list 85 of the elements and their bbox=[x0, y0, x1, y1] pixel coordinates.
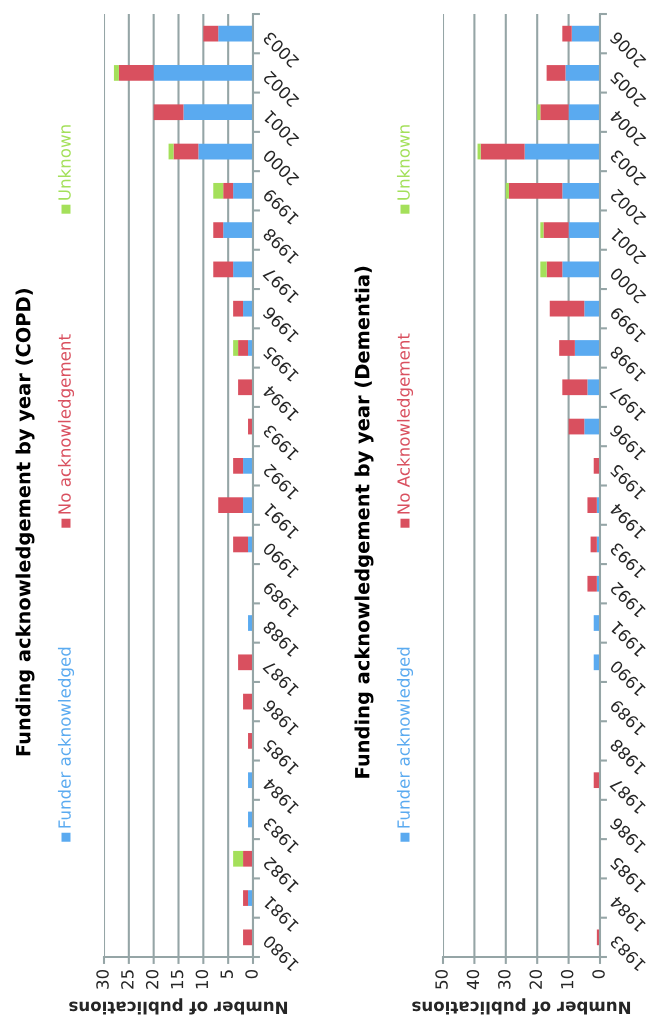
bar bbox=[587, 575, 597, 592]
x-tick-label: 15 bbox=[170, 970, 184, 989]
bar bbox=[173, 143, 199, 160]
text: No Acknowledgement bbox=[396, 333, 414, 514]
bar bbox=[524, 143, 600, 160]
bar bbox=[562, 261, 600, 278]
x-tick-label: 30 bbox=[498, 969, 511, 989]
bar bbox=[587, 379, 600, 396]
text: Unknown bbox=[396, 125, 410, 200]
bar bbox=[233, 300, 244, 317]
bar bbox=[584, 300, 600, 317]
bar bbox=[549, 300, 585, 317]
bar bbox=[565, 65, 600, 81]
bar bbox=[168, 143, 174, 160]
bar bbox=[243, 497, 253, 513]
bar bbox=[559, 340, 575, 356]
bar bbox=[546, 261, 563, 278]
text: Funding acknowledgement by year (Dementia) bbox=[354, 266, 374, 778]
text: Funder acknowledged bbox=[57, 647, 75, 828]
bar bbox=[568, 222, 600, 238]
bar bbox=[233, 340, 239, 356]
bar bbox=[540, 104, 569, 121]
bar bbox=[543, 222, 569, 238]
x-tick-label: 0 bbox=[592, 969, 605, 979]
x-tick-label: 20 bbox=[529, 969, 543, 989]
bar bbox=[218, 497, 244, 513]
bar bbox=[568, 104, 600, 121]
bar bbox=[480, 143, 525, 160]
bar bbox=[508, 182, 563, 199]
bar bbox=[203, 25, 219, 42]
x-tick-label: 50 bbox=[435, 969, 448, 989]
bar bbox=[477, 143, 481, 160]
x-tick-label: 25 bbox=[121, 970, 134, 989]
x-axis-title: Number of publications bbox=[69, 998, 288, 1015]
bar bbox=[233, 182, 253, 199]
bar bbox=[213, 261, 234, 278]
text: Unknown bbox=[57, 125, 71, 200]
x-tick-label: 5 bbox=[220, 970, 233, 979]
bar bbox=[243, 300, 253, 317]
bar bbox=[238, 379, 253, 396]
bar bbox=[243, 890, 249, 906]
bar bbox=[587, 497, 597, 513]
bar bbox=[243, 850, 253, 867]
bar bbox=[584, 418, 600, 435]
bar bbox=[118, 65, 154, 81]
bar bbox=[233, 458, 244, 474]
bar bbox=[546, 65, 566, 81]
bar bbox=[213, 182, 224, 199]
bar bbox=[571, 25, 600, 42]
bar bbox=[574, 340, 600, 356]
bar bbox=[243, 929, 253, 946]
bar bbox=[243, 458, 253, 474]
bar bbox=[238, 340, 249, 356]
bar bbox=[153, 104, 184, 121]
x-axis-title: Number of publications bbox=[412, 998, 631, 1015]
x-tick-label: 30 bbox=[96, 969, 109, 989]
bar bbox=[238, 654, 253, 671]
bar bbox=[113, 65, 119, 81]
bar bbox=[540, 261, 547, 278]
bar bbox=[590, 536, 597, 553]
x-tick-label: 20 bbox=[145, 969, 159, 989]
text: Funding acknowledgement by year (COPD) bbox=[15, 289, 35, 756]
bar bbox=[183, 104, 253, 121]
bar bbox=[153, 65, 253, 81]
bar bbox=[505, 182, 509, 199]
text: No acknowledgement bbox=[57, 334, 75, 514]
bar bbox=[223, 182, 234, 199]
bar bbox=[198, 143, 253, 160]
bar bbox=[223, 222, 253, 238]
x-tick-label: 0 bbox=[245, 969, 258, 979]
bar bbox=[537, 104, 541, 121]
bar bbox=[540, 222, 544, 238]
bar bbox=[562, 182, 600, 199]
x-tick-label: 10 bbox=[560, 969, 574, 989]
text: Funder acknowledged bbox=[396, 647, 414, 828]
x-tick-label: 10 bbox=[195, 969, 209, 989]
bar bbox=[233, 536, 249, 553]
bar bbox=[233, 850, 244, 867]
bar bbox=[562, 25, 572, 42]
bar bbox=[568, 418, 585, 435]
bar bbox=[233, 261, 253, 278]
bar bbox=[218, 25, 253, 42]
bar bbox=[213, 222, 224, 238]
bar bbox=[562, 379, 588, 396]
x-tick-label: 40 bbox=[466, 969, 480, 990]
